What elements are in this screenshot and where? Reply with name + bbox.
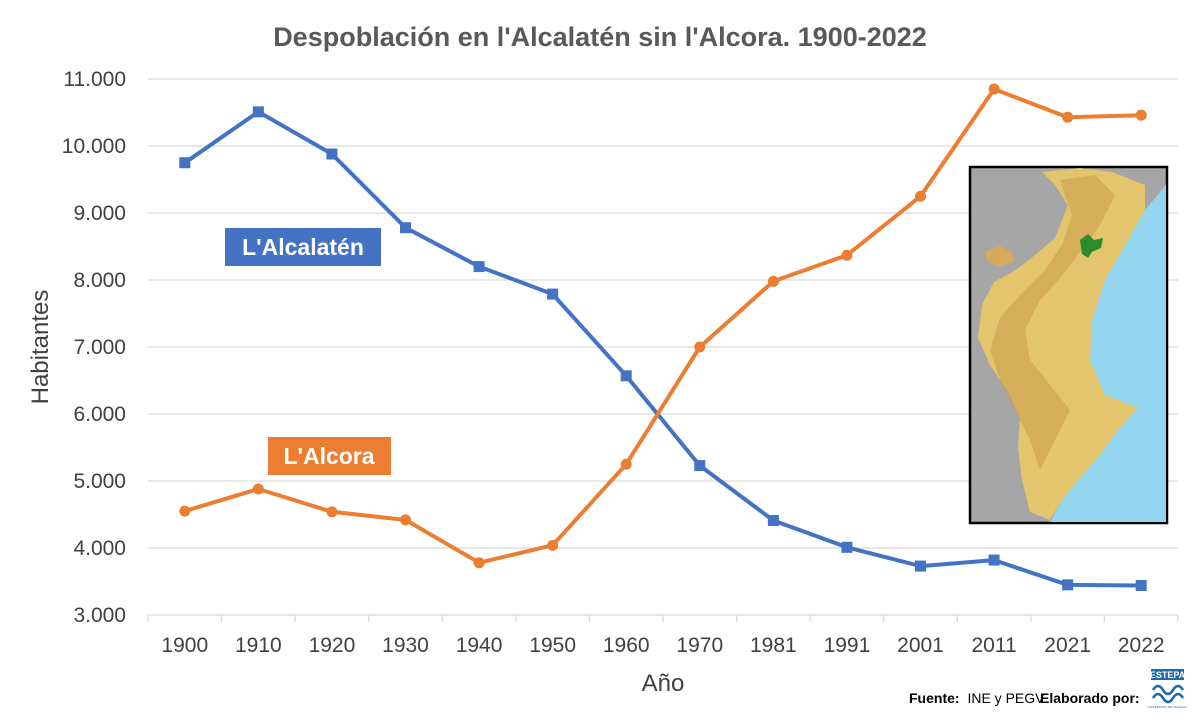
y-tick-label: 3.000 [73, 604, 126, 627]
x-axis-ticks: 1900 1910 1920 1930 1940 1950 1960 1970 1981 1991… [147, 615, 1179, 657]
y-tick-label: 9.000 [73, 202, 126, 225]
data-point [326, 506, 338, 518]
data-point [1062, 111, 1074, 123]
data-point [767, 515, 779, 527]
data-point [988, 554, 1000, 566]
series-line [182, 87, 1144, 565]
y-tick-label: 7.000 [73, 336, 126, 359]
data-point [179, 157, 191, 169]
data-point [473, 261, 485, 273]
y-tick-label: 4.000 [73, 537, 126, 560]
x-tick-label: 1910 [235, 634, 282, 657]
x-tick-label: 1940 [456, 634, 503, 657]
data-point [252, 106, 264, 118]
x-tick-label: 1920 [309, 634, 356, 657]
x-tick-label: 2022 [1118, 634, 1165, 657]
x-tick-label: 1950 [529, 634, 576, 657]
y-tick-label: 6.000 [73, 403, 126, 426]
data-point [694, 341, 706, 353]
y-axis-label: Habitantes [27, 290, 54, 405]
series-0 [179, 106, 1147, 592]
data-point [547, 288, 559, 300]
x-tick-label: 2011 [971, 634, 1016, 657]
series-label-box-alcalaten [225, 228, 381, 266]
map-land [978, 168, 1145, 520]
y-tick-label: 5.000 [73, 470, 126, 493]
data-point [547, 539, 559, 551]
y-tick-label: 8.000 [73, 269, 126, 292]
map-highlight-alcalaten [1080, 234, 1103, 258]
map-island [985, 246, 1014, 266]
data-point [767, 275, 779, 287]
x-tick-label: 1900 [161, 634, 208, 657]
data-point [179, 505, 191, 517]
series-layer [179, 83, 1147, 592]
x-tick-label: 2021 [1044, 634, 1091, 657]
data-point [620, 458, 632, 470]
credit-label: Elaborado por: [1040, 690, 1140, 706]
data-point [988, 83, 1000, 95]
x-tick-label: 1960 [603, 634, 650, 657]
chart-title: Despoblación en l'Alcalatén sin l'Alcora… [273, 22, 927, 52]
data-point [326, 148, 338, 160]
data-point [620, 370, 632, 382]
x-tick-label: 1981 [750, 634, 797, 657]
logo-header [1151, 669, 1184, 680]
x-tick-label: 1930 [382, 634, 429, 657]
series-label-alcalaten: L'Alcalatén [242, 234, 364, 260]
data-point [1062, 579, 1074, 591]
data-point [400, 222, 411, 234]
map-relief [990, 175, 1115, 470]
series-label-alcora: L'Alcora [283, 443, 374, 469]
data-point [841, 249, 853, 261]
data-point [1135, 580, 1147, 592]
series-line [182, 109, 1144, 588]
x-tick-label: 2001 [897, 634, 944, 657]
data-point [252, 483, 264, 495]
x-tick-label: 1991 [824, 634, 871, 657]
data-point [694, 460, 706, 472]
y-axis-ticks: 3.000 4.000 5.000 6.000 7.000 8.000 9.000 10.00… [62, 68, 126, 627]
grid-lines [148, 78, 1178, 616]
logo-wave-icon [1151, 684, 1185, 704]
y-tick-label: 10.000 [62, 135, 126, 158]
data-point [915, 190, 926, 202]
x-axis-label: Año [642, 670, 685, 697]
location-map-inset [968, 165, 1169, 525]
map-sea [1050, 185, 1166, 522]
data-point [473, 557, 485, 569]
series-label-box-alcora [268, 437, 391, 475]
series-1 [179, 83, 1147, 569]
data-point [841, 541, 853, 553]
data-point [1135, 109, 1147, 121]
logo-sub: UNIVERSITAT DE VALÈNCIA [1148, 704, 1188, 709]
data-point [400, 514, 411, 526]
data-point [915, 560, 926, 572]
source-label: Fuente: [909, 690, 960, 706]
source-note: Fuente: INE y PEGV [909, 690, 1045, 706]
y-tick-label: 11.000 [63, 68, 126, 91]
source-value: INE y PEGV [967, 690, 1045, 706]
estepa-logo: ESTEPA UNIVERSITAT DE VALÈNCIA [1148, 669, 1188, 709]
x-tick-label: 1970 [676, 634, 723, 657]
logo-text: ESTEPA [1150, 670, 1186, 680]
